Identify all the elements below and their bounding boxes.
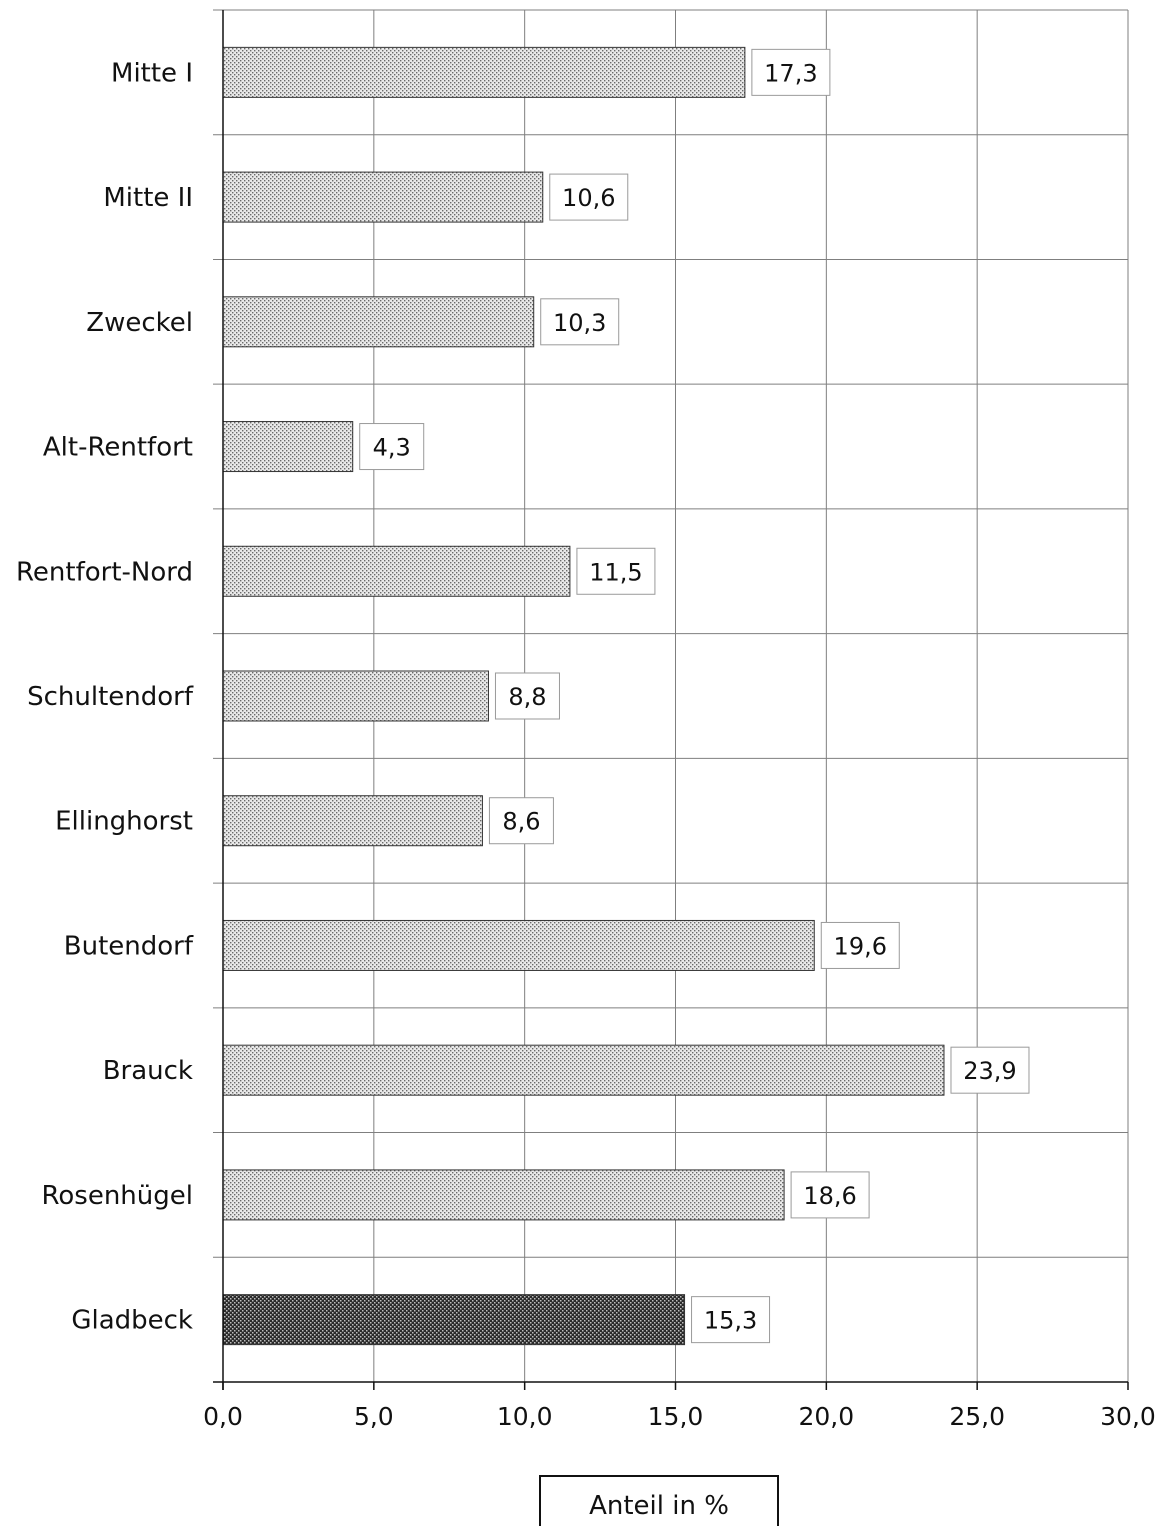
category-label: Butendorf	[64, 931, 194, 961]
labels: 0,0 5,0 10,0 15,0 20,0 25,0 30,0 Mitte I 17,3 Mit…	[16, 48, 1156, 1431]
value-label: 4,3	[373, 434, 411, 462]
x-tick-label: 5,0	[354, 1402, 394, 1431]
axes	[213, 10, 1129, 1390]
category-label: Rosenhügel	[41, 1181, 193, 1211]
bar	[222, 421, 354, 473]
category-label: Schultendorf	[27, 682, 194, 712]
category-label: Rentfort-Nord	[16, 557, 193, 587]
bar	[222, 1044, 945, 1096]
value-label: 10,6	[562, 184, 615, 212]
value-label: 23,9	[963, 1057, 1016, 1085]
bars	[222, 46, 945, 1346]
bar	[222, 795, 483, 847]
x-tick-label: 20,0	[798, 1402, 854, 1431]
value-label-box	[950, 1046, 1030, 1094]
bar	[222, 296, 535, 348]
bar	[222, 46, 746, 98]
x-tick-label: 10,0	[497, 1402, 553, 1431]
bar	[222, 670, 489, 722]
x-tick-label: 15,0	[648, 1402, 704, 1431]
value-label-box	[359, 423, 425, 471]
category-label: Zweckel	[86, 308, 193, 338]
bar	[222, 171, 544, 223]
category-label: Brauck	[103, 1056, 193, 1086]
category-label: Alt-Rentfort	[43, 433, 193, 463]
value-label: 10,3	[553, 309, 606, 337]
value-label-box	[691, 1296, 771, 1344]
category-label: Gladbeck	[71, 1306, 193, 1336]
x-axis-title: Anteil in %	[539, 1475, 779, 1526]
value-label: 19,6	[834, 932, 887, 960]
value-label-box	[540, 298, 620, 346]
value-label-box	[488, 797, 554, 845]
x-tick-label: 0,0	[203, 1402, 243, 1431]
value-label: 17,3	[764, 59, 817, 87]
value-label-box	[820, 921, 900, 969]
value-label-box	[549, 173, 629, 221]
x-axis-title-text: Anteil in %	[589, 1491, 729, 1521]
bar	[222, 919, 815, 971]
x-tick-label: 30,0	[1100, 1402, 1156, 1431]
bar	[222, 545, 571, 597]
category-label: Mitte I	[111, 58, 193, 88]
bar	[222, 1294, 686, 1346]
category-label: Ellinghorst	[55, 807, 193, 837]
value-label-box	[790, 1171, 870, 1219]
value-label: 8,8	[508, 683, 546, 711]
value-label-box	[494, 672, 560, 720]
value-label-box	[576, 547, 656, 595]
x-axis-title-box	[539, 1475, 779, 1526]
value-label: 11,5	[589, 558, 642, 586]
x-tick-label: 25,0	[949, 1402, 1005, 1431]
value-label: 15,3	[704, 1307, 757, 1335]
value-label-box	[751, 48, 831, 96]
value-label: 18,6	[803, 1182, 856, 1210]
category-label: Mitte II	[103, 183, 193, 213]
bar	[222, 1169, 785, 1221]
value-label: 8,6	[502, 808, 540, 836]
